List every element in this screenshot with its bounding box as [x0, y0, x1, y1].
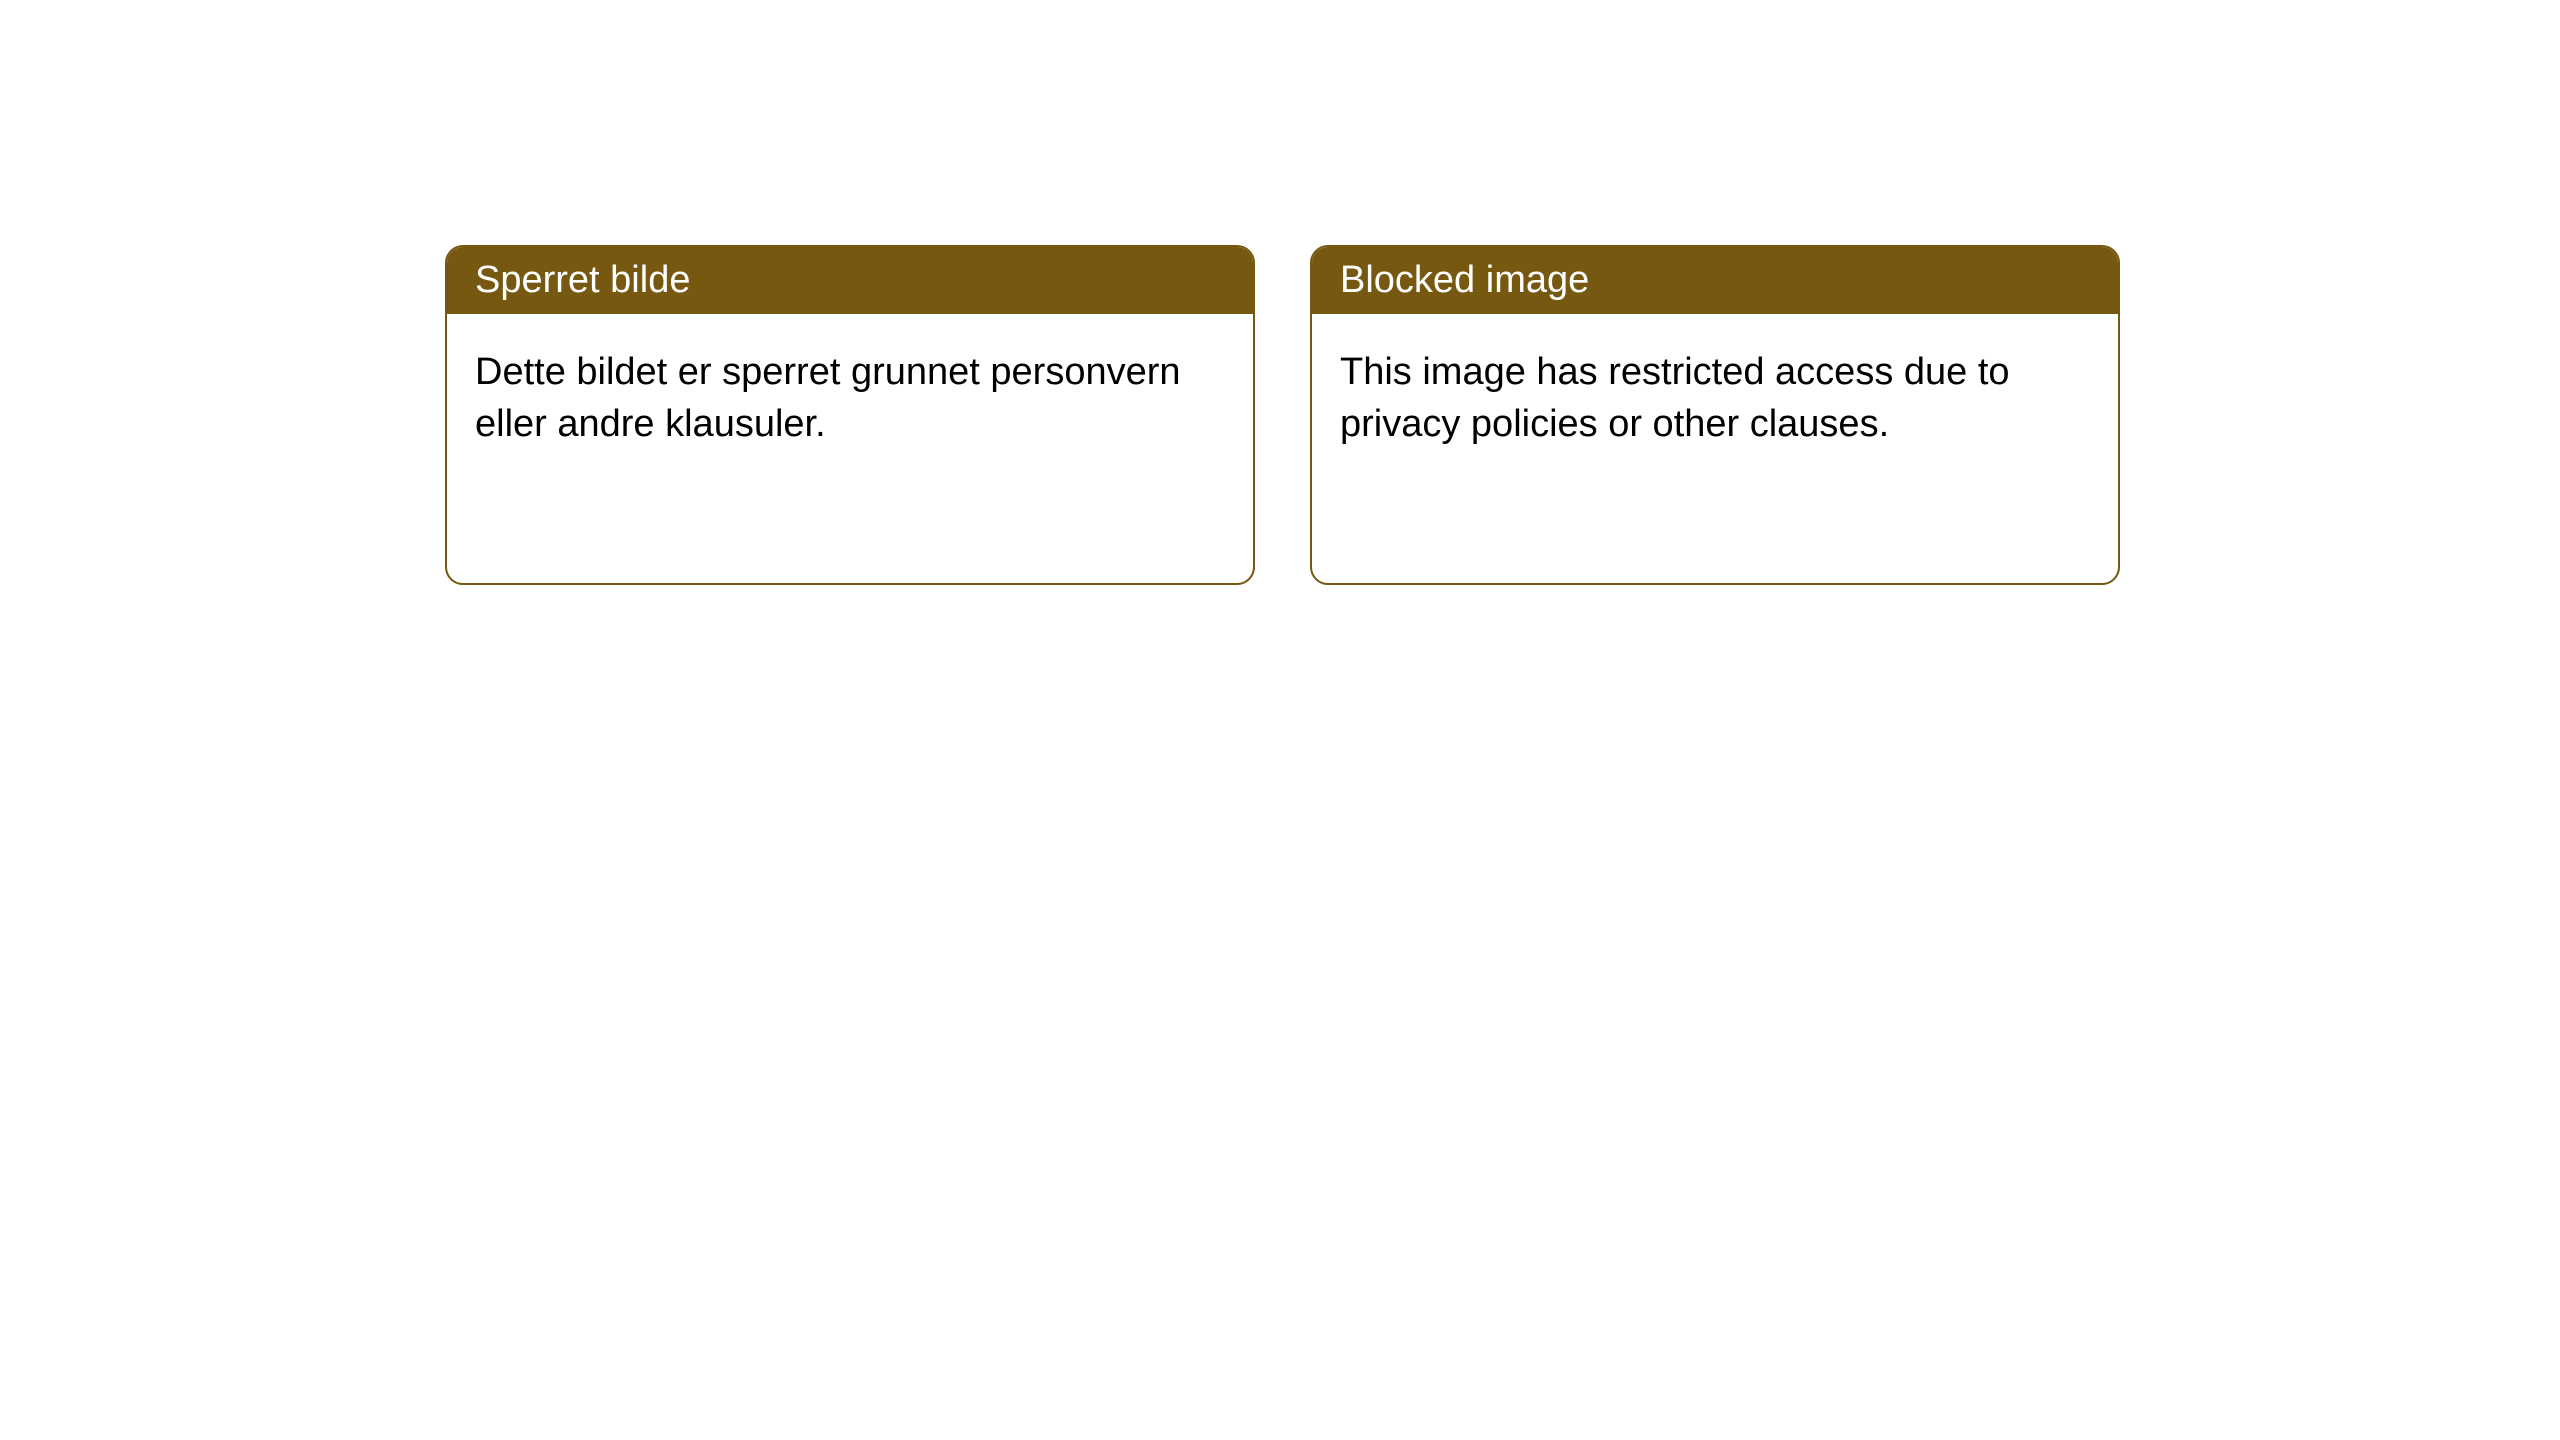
notice-box-norwegian: Sperret bilde Dette bildet er sperret gr…	[445, 245, 1255, 585]
notice-title: Sperret bilde	[475, 259, 690, 301]
notice-box-english: Blocked image This image has restricted …	[1310, 245, 2120, 585]
notice-header-english: Blocked image	[1312, 247, 2118, 314]
notice-body-english: This image has restricted access due to …	[1312, 314, 2118, 483]
notice-title: Blocked image	[1340, 259, 1589, 301]
notice-header-norwegian: Sperret bilde	[447, 247, 1253, 314]
notice-container: Sperret bilde Dette bildet er sperret gr…	[445, 245, 2120, 585]
notice-body-norwegian: Dette bildet er sperret grunnet personve…	[447, 314, 1253, 483]
notice-message: This image has restricted access due to …	[1340, 351, 2010, 445]
notice-message: Dette bildet er sperret grunnet personve…	[475, 351, 1181, 445]
